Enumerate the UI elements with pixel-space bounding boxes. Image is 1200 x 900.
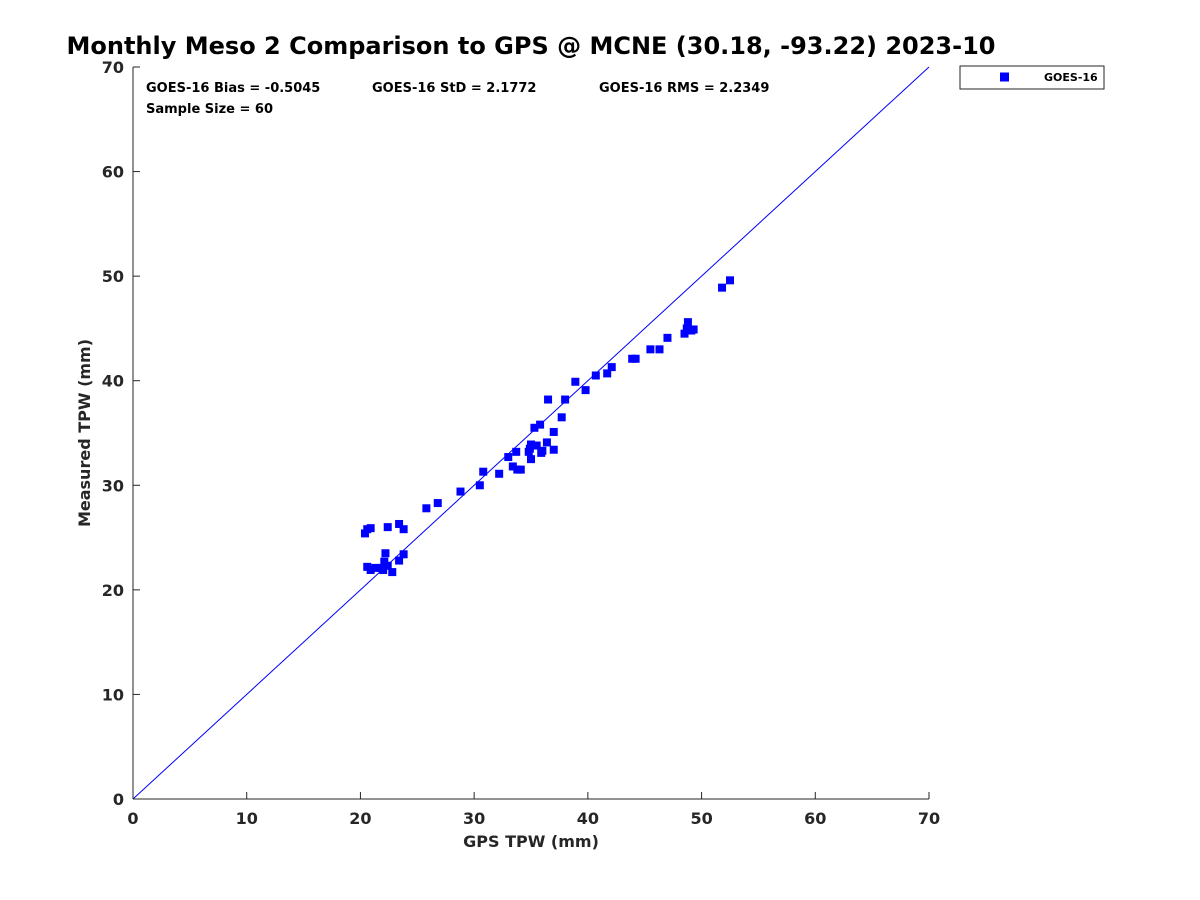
- x-tick-label: 0: [127, 809, 138, 828]
- data-point: [360, 529, 369, 538]
- data-point: [536, 420, 545, 429]
- data-points: [360, 276, 734, 577]
- data-point: [718, 283, 727, 292]
- data-point: [366, 565, 375, 574]
- x-tick-label: 40: [577, 809, 599, 828]
- data-point: [495, 469, 504, 478]
- legend-box: [959, 65, 1105, 90]
- x-tick-label: 20: [349, 809, 371, 828]
- data-point: [683, 318, 692, 327]
- data-point: [379, 565, 388, 574]
- data-point: [549, 427, 558, 436]
- y-axis-ticks: 0 10 20 30 40 50 60 70: [102, 58, 140, 809]
- x-axis-label: GPS TPW (mm): [463, 832, 599, 851]
- stat-bias: GOES-16 Bias = -0.5045: [146, 81, 320, 96]
- data-point: [380, 557, 389, 566]
- data-point: [646, 345, 655, 354]
- y-tick-label: 0: [113, 790, 124, 809]
- data-point: [532, 441, 541, 450]
- data-point: [682, 324, 691, 333]
- data-point: [381, 549, 390, 558]
- data-point: [581, 386, 590, 395]
- x-tick-label: 30: [463, 809, 485, 828]
- data-point: [527, 440, 535, 449]
- data-point: [456, 487, 465, 496]
- data-point: [689, 325, 698, 334]
- data-point: [399, 550, 408, 559]
- data-point: [399, 525, 408, 534]
- data-point: [549, 445, 558, 454]
- data-point: [525, 444, 534, 453]
- y-tick-label: 40: [102, 372, 124, 391]
- data-point: [530, 423, 539, 432]
- data-point: [395, 556, 404, 565]
- legend: GOES-16: [959, 65, 1105, 90]
- reference-line-group: [132, 66, 930, 800]
- stat-std: GOES-16 StD = 2.1772: [372, 81, 536, 96]
- x-tick-label: 50: [690, 809, 712, 828]
- data-point: [680, 329, 689, 338]
- legend-marker-square: [1000, 72, 1009, 82]
- y-axis-label: Measured TPW (mm): [75, 339, 94, 527]
- data-point: [475, 481, 484, 490]
- data-point: [557, 413, 566, 422]
- x-tick-label: 10: [236, 809, 258, 828]
- y-tick-label: 60: [102, 163, 124, 182]
- one-to-one-reference-line: [132, 66, 930, 800]
- data-point: [663, 333, 672, 342]
- data-point: [422, 504, 431, 513]
- data-point: [508, 462, 517, 471]
- y-tick-label: 10: [102, 685, 124, 704]
- legend-label: GOES-16: [1044, 71, 1098, 84]
- data-point: [395, 519, 404, 528]
- data-point: [388, 568, 397, 577]
- data-point: [371, 563, 380, 572]
- x-axis-ticks: 0 10 20 30 40 50 60 70: [127, 792, 940, 828]
- data-point: [479, 467, 488, 476]
- data-point: [542, 438, 551, 447]
- y-tick-label: 70: [102, 58, 124, 77]
- stat-sample-size: Sample Size = 60: [146, 102, 273, 117]
- y-tick-label: 50: [102, 267, 124, 286]
- data-point: [726, 276, 734, 285]
- data-point: [603, 369, 612, 378]
- data-point: [366, 524, 375, 533]
- data-point: [383, 523, 392, 532]
- y-tick-label: 30: [102, 476, 124, 495]
- data-point: [591, 371, 600, 380]
- data-point: [504, 453, 513, 462]
- data-point: [538, 446, 547, 455]
- y-tick-label: 20: [102, 581, 124, 600]
- chart-title: Monthly Meso 2 Comparison to GPS @ MCNE …: [67, 32, 996, 60]
- data-point: [561, 395, 570, 404]
- stat-rms: GOES-16 RMS = 2.2349: [599, 81, 769, 96]
- data-point: [383, 561, 392, 570]
- data-point: [607, 363, 616, 372]
- data-point: [631, 354, 640, 363]
- data-point: [516, 465, 525, 474]
- data-point: [571, 377, 580, 386]
- data-point: [433, 499, 442, 508]
- data-point: [527, 455, 535, 464]
- x-tick-label: 60: [804, 809, 826, 828]
- data-point: [655, 345, 664, 354]
- data-point: [544, 395, 553, 404]
- data-point: [512, 447, 521, 456]
- x-tick-label: 70: [918, 809, 940, 828]
